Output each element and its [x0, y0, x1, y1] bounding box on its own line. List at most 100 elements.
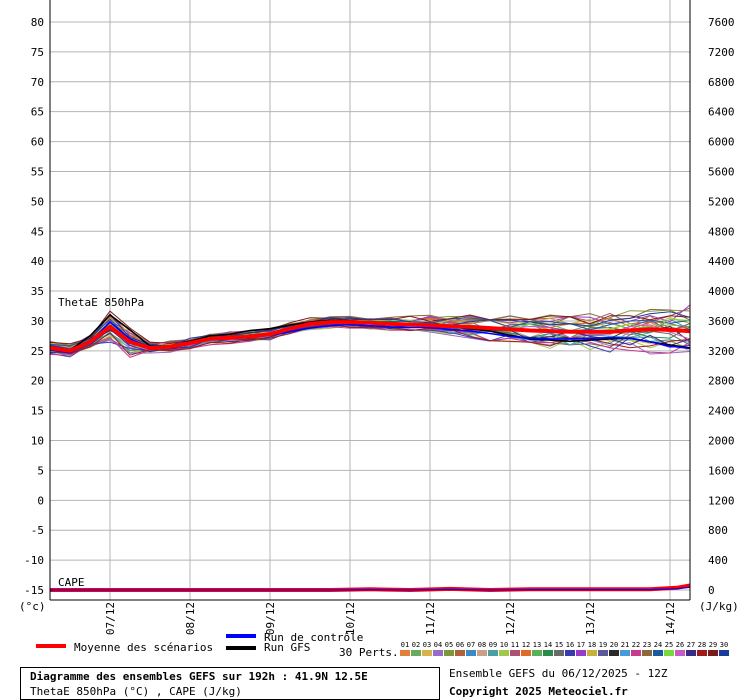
x-tick-label: 07/12 — [104, 602, 117, 635]
member-number-17: 17 — [577, 641, 585, 649]
right-axis-unit: (J/kg) — [699, 600, 739, 613]
member-swatch-27 — [686, 650, 696, 656]
left-tick-label: 20 — [31, 375, 44, 388]
right-tick-label: 6000 — [708, 136, 735, 149]
member-swatch-21 — [620, 650, 630, 656]
member-swatch-15 — [554, 650, 564, 656]
left-tick-label: 80 — [31, 16, 44, 29]
member-number-25: 25 — [665, 641, 673, 649]
left-tick-label: 70 — [31, 76, 44, 89]
left-tick-label: -5 — [31, 524, 44, 537]
member-number-04: 04 — [434, 641, 442, 649]
right-tick-label: 3600 — [708, 315, 735, 328]
member-swatch-17 — [576, 650, 586, 656]
member-number-16: 16 — [566, 641, 574, 649]
x-tick-label: 13/12 — [584, 602, 597, 635]
right-tick-label: 4000 — [708, 285, 735, 298]
member-number-29: 29 — [709, 641, 717, 649]
member-swatch-03 — [422, 650, 432, 656]
cape-control-line — [50, 586, 691, 591]
member-number-03: 03 — [423, 641, 431, 649]
member-swatch-12 — [521, 650, 531, 656]
member-swatch-08 — [477, 650, 487, 656]
x-tick-label: 10/12 — [344, 602, 357, 635]
right-tick-label: 4800 — [708, 225, 735, 238]
member-swatch-06 — [455, 650, 465, 656]
left-tick-label: -15 — [24, 584, 44, 597]
x-tick-label: 08/12 — [184, 602, 197, 635]
member-number-02: 02 — [412, 641, 420, 649]
right-tick-label: 2400 — [708, 405, 735, 418]
left-tick-label: 45 — [31, 225, 44, 238]
legend: Moyenne des scénarios Run de contrôle Ru… — [36, 631, 399, 659]
member-number-22: 22 — [632, 641, 640, 649]
chart-subtitle: ThetaE 850hPa (°C) , CAPE (J/kg) — [30, 685, 242, 698]
member-swatch-25 — [664, 650, 674, 656]
member-number-27: 27 — [687, 641, 695, 649]
right-tick-label: 4400 — [708, 255, 735, 268]
chart-info-box: Diagramme des ensembles GEFS sur 192h : … — [20, 667, 440, 700]
right-tick-label: 1200 — [708, 494, 735, 507]
member-number-26: 26 — [676, 641, 684, 649]
member-swatch-28 — [697, 650, 707, 656]
x-tick-label: 09/12 — [264, 602, 277, 635]
member-swatch-29 — [708, 650, 718, 656]
member-swatch-22 — [631, 650, 641, 656]
legend-gfs-label: Run GFS — [264, 641, 310, 654]
member-swatch-07 — [466, 650, 476, 656]
member-line-30 — [49, 311, 691, 350]
member-swatch-10 — [499, 650, 509, 656]
left-tick-label: 55 — [31, 165, 44, 178]
member-number-08: 08 — [478, 641, 486, 649]
member-number-18: 18 — [588, 641, 596, 649]
member-swatch-19 — [598, 650, 608, 656]
left-tick-label: 10 — [31, 435, 44, 448]
member-number-01: 01 — [401, 641, 409, 649]
right-tick-label: 800 — [708, 524, 728, 537]
member-number-07: 07 — [467, 641, 475, 649]
right-tick-label: 2800 — [708, 375, 735, 388]
ensemble-count-label: 30 Perts. — [339, 646, 399, 659]
ensemble-legend: 01 02 03 04 05 06 07 08 09 10 11 12 13 14 15 16 17 18 19 20… — [400, 641, 729, 656]
right-tick-label: 5200 — [708, 195, 735, 208]
member-number-24: 24 — [654, 641, 662, 649]
member-number-09: 09 — [489, 641, 497, 649]
left-tick-label: 50 — [31, 195, 44, 208]
member-number-23: 23 — [643, 641, 651, 649]
right-tick-label: 6400 — [708, 106, 735, 119]
mean-line — [49, 320, 691, 353]
member-number-30: 30 — [720, 641, 728, 649]
member-swatch-18 — [587, 650, 597, 656]
left-tick-label: 35 — [31, 285, 44, 298]
right-tick-label: 0 — [708, 584, 715, 597]
right-tick-label: 400 — [708, 554, 728, 567]
chart-title: Diagramme des ensembles GEFS sur 192h : … — [30, 670, 368, 683]
member-number-19: 19 — [599, 641, 607, 649]
left-tick-label: 60 — [31, 136, 44, 149]
member-number-06: 06 — [456, 641, 464, 649]
member-number-11: 11 — [511, 641, 519, 649]
main-series — [49, 313, 691, 593]
member-swatch-14 — [543, 650, 553, 656]
member-number-21: 21 — [621, 641, 629, 649]
member-swatch-30 — [719, 650, 729, 656]
member-swatch-05 — [444, 650, 454, 656]
member-line-27 — [49, 323, 691, 354]
left-tick-label: 5 — [37, 464, 44, 477]
legend-control-label: Run de contrôle — [264, 631, 363, 644]
member-swatch-01 — [400, 650, 410, 656]
right-tick-label: 5600 — [708, 165, 735, 178]
left-tick-label: 15 — [31, 405, 44, 418]
member-number-14: 14 — [544, 641, 552, 649]
left-tick-label: 0 — [37, 494, 44, 507]
member-swatch-02 — [411, 650, 421, 656]
right-tick-label: 7200 — [708, 46, 735, 59]
member-number-05: 05 — [445, 641, 453, 649]
member-swatch-23 — [642, 650, 652, 656]
member-swatch-24 — [653, 650, 663, 656]
left-tick-label: 65 — [31, 106, 44, 119]
right-tick-label: 1600 — [708, 464, 735, 477]
member-number-12: 12 — [522, 641, 530, 649]
x-tick-label: 12/12 — [504, 602, 517, 635]
left-axis-unit: (°c) — [19, 600, 46, 613]
